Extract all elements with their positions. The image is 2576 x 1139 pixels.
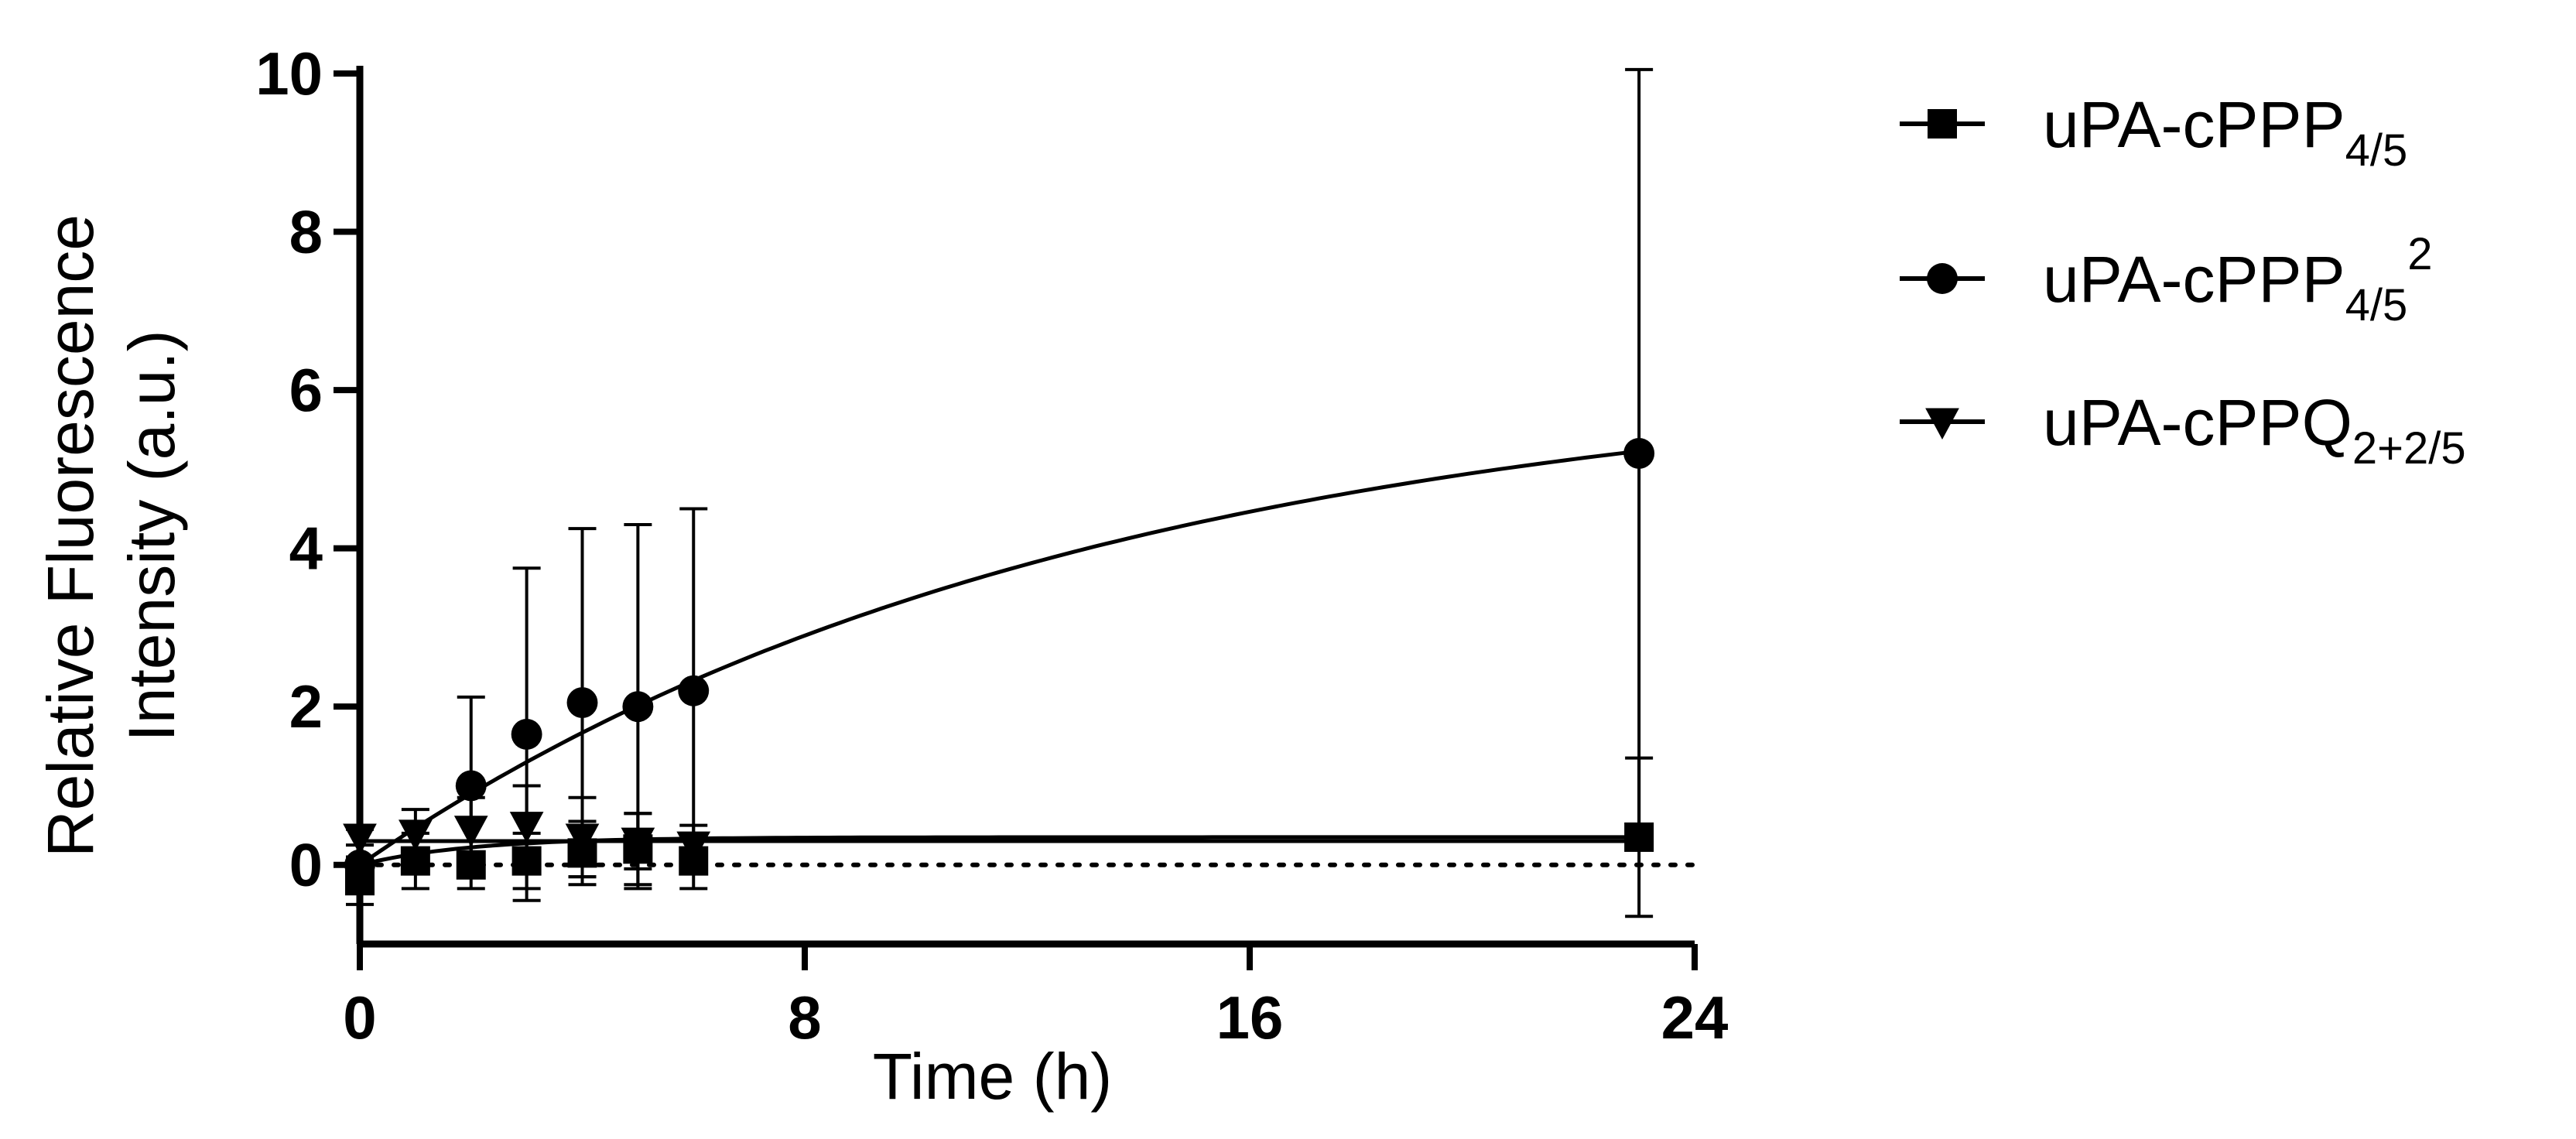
data-point-series-3 xyxy=(509,812,544,843)
x-tick-label: 8 xyxy=(788,983,821,1052)
data-point-series-2 xyxy=(678,675,710,706)
data-point-series-2 xyxy=(455,770,487,802)
legend-label-1: uPA-cPPP4/5 xyxy=(2043,88,2407,176)
legend-marker-1 xyxy=(1928,109,1957,139)
y-tick-label: 4 xyxy=(289,515,323,583)
y-tick-label: 10 xyxy=(255,39,323,108)
x-tick-label: 16 xyxy=(1216,983,1284,1052)
data-point-series-3 xyxy=(399,819,433,851)
legend-marker-3 xyxy=(1925,408,1959,440)
data-point-series-3 xyxy=(676,831,711,864)
plot-area xyxy=(343,67,1697,918)
data-point-series-1 xyxy=(511,846,542,876)
data-point-series-2 xyxy=(622,691,654,723)
legend-label-3: uPA-cPPQ2+2/5 xyxy=(2043,386,2466,474)
data-point-series-2 xyxy=(511,719,542,750)
data-point-series-2 xyxy=(1623,437,1655,469)
data-point-series-1 xyxy=(400,846,430,876)
data-point-series-3 xyxy=(621,827,655,859)
data-point-series-3 xyxy=(453,816,488,847)
y-axis-title-line-2: Intensity (a.u.) xyxy=(115,330,188,741)
y-tick-label: 0 xyxy=(289,831,323,899)
y-tick-label: 6 xyxy=(289,356,323,424)
data-point-series-3 xyxy=(565,823,600,855)
x-tick-label: 0 xyxy=(343,983,376,1052)
fit-curve-2 xyxy=(358,449,1640,867)
x-tick-label: 24 xyxy=(1661,983,1729,1052)
legend-marker-2 xyxy=(1927,263,1958,294)
legend-label-2: uPA-cPPP4/52 xyxy=(2043,229,2433,330)
y-tick-label: 2 xyxy=(289,672,323,741)
data-point-series-1 xyxy=(456,850,486,880)
y-axis-title-line-1: Relative Fluorescence xyxy=(34,214,107,857)
legend: uPA-cPPP4/5 uPA-cPPP4/52 uPA-cPPQ2+2/5 xyxy=(1900,88,2466,474)
data-point-series-1 xyxy=(1624,822,1654,852)
x-axis-title: Time (h) xyxy=(873,1040,1113,1113)
y-tick-label: 8 xyxy=(289,198,323,266)
data-point-series-2 xyxy=(566,687,598,719)
